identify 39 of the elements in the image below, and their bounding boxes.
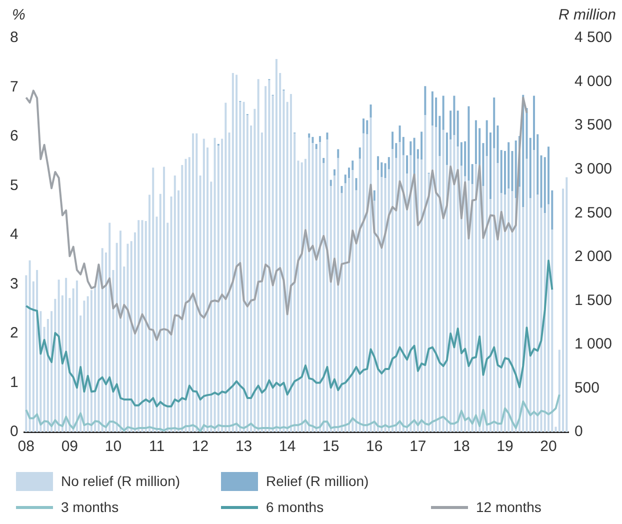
x-tick-label: 18 [453,438,470,456]
x-tick-label: 13 [235,438,252,456]
y2-tick-label: 500 [574,379,600,396]
y-tick-label: 7 [10,78,18,96]
y2-tick-label: 2 000 [574,248,612,266]
y2-axis-title: R million [558,6,616,24]
legend-label: 6 months [266,499,324,515]
y-tick-label: 6 [10,128,18,145]
y-tick-label: 8 [10,29,18,46]
y-tick-label: 4 [10,226,18,244]
y-tick-label: 3 [10,275,18,292]
x-tick-label: 14 [278,438,296,456]
x-tick-label: 19 [496,438,514,456]
x-tick-label: 15 [322,438,340,456]
y2-tick-label: 3 500 [574,116,612,134]
legend-label: No relief (R million) [61,473,180,489]
y2-tick-label: 0 [574,423,583,440]
y2-tick-label: 3 000 [574,160,612,178]
y-tick-label: 2 [10,324,18,342]
x-tick-label: 16 [366,438,383,456]
x-tick-label: 12 [192,438,209,456]
x-tick-label: 20 [540,438,557,456]
legend-label: 12 months [476,499,542,515]
x-tick-label: 08 [18,438,34,456]
legend-label: Relief (R million) [266,473,369,489]
x-tick-label: 09 [61,438,78,456]
y-tick-label: 0 [10,423,18,440]
x-tick-label: 17 [410,438,426,456]
y-axis-title: % [12,6,26,24]
y2-tick-label: 4 500 [574,29,612,46]
y2-tick-label: 2 500 [574,204,612,222]
y2-tick-label: 4 000 [574,72,612,90]
y2-tick-label: 1 500 [574,292,612,309]
y-tick-label: 5 [10,176,18,194]
legend-label: 3 months [61,499,119,515]
y-tick-label: 1 [10,374,18,391]
x-tick-label: 11 [148,438,165,456]
x-tick-label: 10 [104,438,122,456]
y2-tick-label: 1 000 [574,336,612,353]
